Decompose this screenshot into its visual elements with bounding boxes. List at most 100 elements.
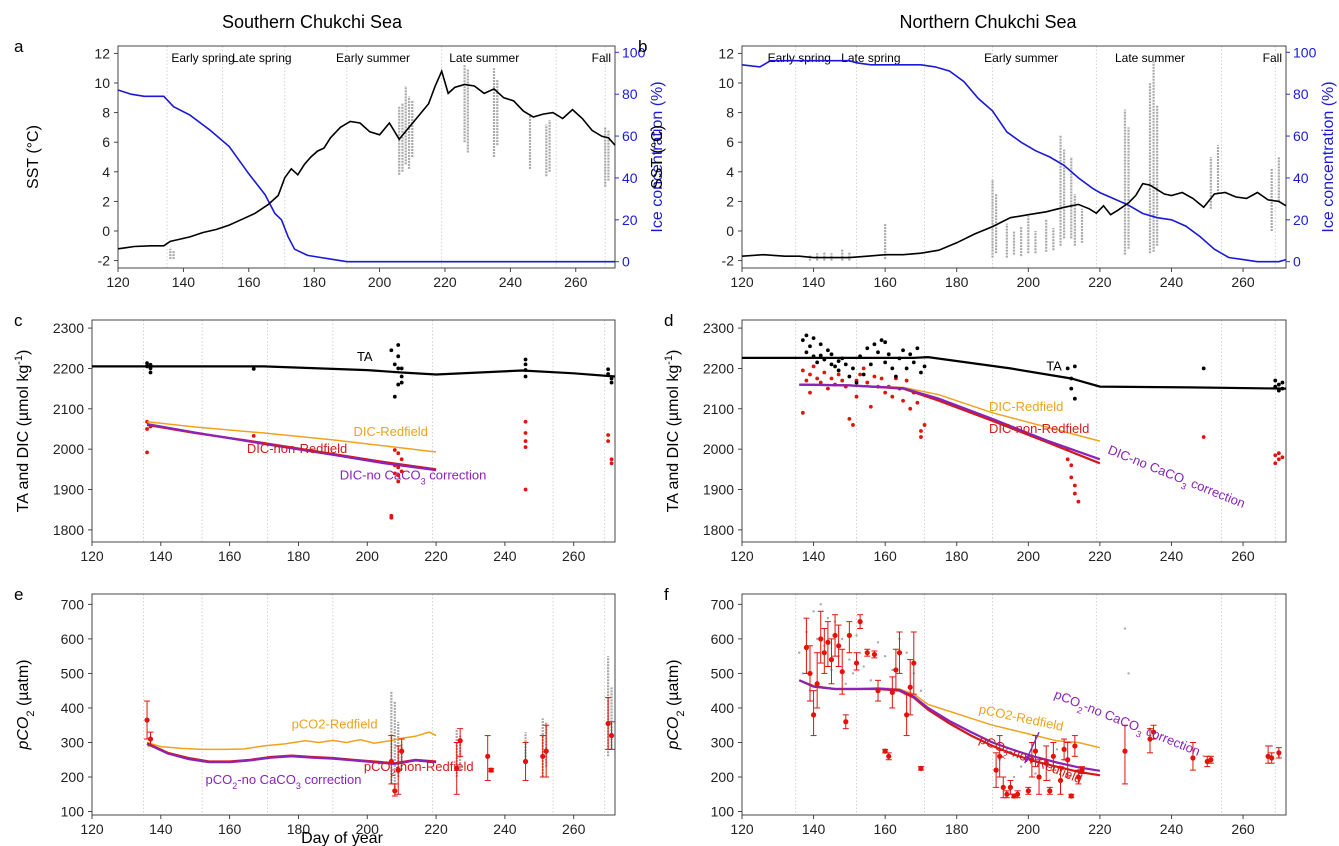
model-dot-f-12 (846, 632, 852, 639)
ta-point-c-19 (523, 374, 528, 379)
y-tick-label-b-2: 2 (726, 193, 734, 209)
column-title-north: Northern Chukchi Sea (899, 12, 1077, 32)
pco2-model-point-f-5 (821, 628, 828, 674)
dic-point-d-6 (815, 376, 820, 381)
dic-point-c-15 (399, 469, 404, 474)
dic-point-d-42 (1069, 475, 1074, 480)
pco2-model-point-f-49 (1147, 728, 1153, 754)
y-tick-label-d-4: 2200 (703, 360, 734, 376)
pco2-model-point-e-13 (605, 697, 612, 750)
season-label-b-1: Late spring (841, 51, 900, 65)
pco2-model-point-f-4 (817, 610, 824, 664)
model-dot-f-19 (886, 753, 892, 759)
y-axis-label-c: TA and DIC (µmol kg-1) (13, 350, 32, 513)
x-tick-label-a-6: 240 (499, 274, 523, 290)
dic-point-d-47 (1273, 453, 1278, 458)
y2-tick-label-a-4: 80 (622, 86, 638, 102)
dic-point-c-1 (145, 427, 149, 431)
ta-point-c-16 (523, 357, 528, 362)
dic-point-c-14 (399, 457, 404, 462)
series-label-f-1: pCO2-Redfield (978, 701, 1065, 734)
ta-point-d-24 (868, 362, 873, 367)
pco2-observation-f-20 (876, 641, 880, 644)
x-tick-label-d-5: 220 (1088, 548, 1112, 564)
model-dot-f-45 (1072, 743, 1078, 749)
y-tick-label-a-7: 12 (94, 45, 110, 61)
y-tick-label-d-3: 2100 (703, 401, 734, 417)
ta-point-d-45 (1072, 396, 1077, 401)
y-tick-label-b-0: -2 (722, 253, 735, 269)
dic-point-d-40 (1065, 457, 1070, 462)
pco2-model-point-e-12 (543, 724, 550, 778)
model-dot-e-14 (608, 732, 615, 739)
pco2-model-point-f-48 (1121, 724, 1128, 785)
x-tick-label-d-6: 240 (1160, 548, 1184, 564)
x-tick-label-a-0: 120 (106, 274, 130, 290)
x-tick-label-a-5: 220 (433, 274, 457, 290)
series-line-c-0 (92, 365, 616, 378)
ta-point-c-5 (251, 366, 256, 371)
dic-point-c-9 (392, 471, 397, 476)
pco2-observation-f-15 (851, 672, 855, 675)
pco2-model-point-f-23 (903, 693, 910, 737)
x-tick-label-e-0: 120 (80, 821, 104, 837)
panel-letter-a: a (14, 37, 24, 56)
model-dot-f-49 (1147, 736, 1153, 742)
panel-e: e 120 140 160 180 200 220 240 260 100 200 300 400 500… (14, 585, 616, 837)
y-tick-label-f-1: 200 (711, 769, 735, 785)
series-label-c-0-part-0: TA (357, 349, 373, 364)
ta-point-d-40 (922, 364, 927, 369)
y-tick-label-c-0: 1800 (53, 522, 84, 538)
x-tick-label-d-4: 200 (1017, 548, 1041, 564)
pco2-model-point-e-4 (395, 745, 402, 795)
series-label-f-0-part-1: 2 (1076, 705, 1084, 716)
ta-point-c-14 (399, 366, 404, 371)
series-line-d-0 (742, 355, 1287, 390)
y-tick-label-f-4: 500 (711, 665, 735, 681)
season-label-a-4: Fall (592, 51, 611, 65)
dic-point-c-20 (523, 487, 528, 492)
y-tick-label-d-1: 1900 (703, 482, 734, 498)
dic-point-d-9 (825, 386, 830, 391)
y2-axis-label-b-part-0: Ice concentration (%) (1320, 81, 1337, 232)
y-tick-label-e-2: 300 (61, 734, 85, 750)
pco2-model-point-e-8 (484, 735, 491, 781)
dic-point-c-18 (523, 439, 528, 443)
model-dot-e-6 (454, 765, 460, 771)
y-tick-label-a-5: 8 (102, 105, 110, 121)
series-label-e-2-part-2: -no CaCO (237, 772, 296, 787)
y-tick-label-c-2: 2000 (53, 441, 84, 457)
ta-point-d-1 (804, 350, 809, 355)
x-tick-label-c-6: 240 (493, 548, 517, 564)
pco2-model-point-f-34 (1025, 786, 1032, 795)
model-dot-f-29 (1000, 784, 1006, 790)
y-tick-label-e-5: 600 (61, 631, 85, 647)
x-tick-label-e-3: 180 (287, 821, 311, 837)
dic-point-c-4 (251, 433, 256, 438)
ta-point-d-32 (893, 374, 898, 379)
y-axis-label-d: TA and DIC (µmol kg-1) (663, 350, 682, 513)
series-line-c-1 (147, 420, 437, 453)
pco2-model-point-f-39 (1046, 786, 1053, 795)
dic-point-d-48 (1273, 461, 1278, 466)
series-line-e-0 (146, 731, 437, 751)
series-label-e-1: pCO2-non-Redfield (364, 759, 474, 778)
pco2-observation-f-0 (798, 651, 801, 654)
ta-point-c-11 (396, 366, 401, 371)
x-tick-label-b-0: 120 (730, 274, 754, 290)
ta-point-d-13 (833, 364, 837, 369)
pco2-model-point-f-31 (1007, 779, 1014, 795)
model-dot-e-11 (540, 753, 546, 759)
y-axis-label-c-part-0: TA and DIC (µmol kg (15, 365, 32, 513)
dic-point-d-46 (1201, 435, 1206, 439)
pco2-observation-f-31 (1019, 765, 1023, 768)
plot-frame-b (741, 45, 1287, 269)
pco2-observation-f-40 (1123, 627, 1127, 630)
pco2-observation-f-5 (815, 637, 819, 641)
ta-point-d-43 (1069, 386, 1074, 391)
dic-point-d-0 (800, 410, 805, 415)
ta-point-d-7 (818, 342, 823, 347)
dic-point-d-12 (836, 372, 841, 377)
y2-tick-label-b-4: 80 (1293, 86, 1309, 102)
